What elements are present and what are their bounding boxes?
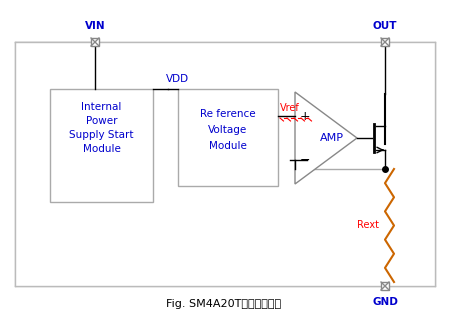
Text: Fig. SM4A20T内部功能框图: Fig. SM4A20T内部功能框图 <box>167 299 282 309</box>
Bar <box>381 38 389 46</box>
Text: Rext: Rext <box>357 220 379 230</box>
Text: +: + <box>299 110 310 122</box>
Text: OUT: OUT <box>373 21 397 31</box>
Text: VIN: VIN <box>85 21 106 31</box>
Text: Internal: Internal <box>81 102 122 112</box>
Text: AMP: AMP <box>320 133 344 143</box>
Text: Re ference: Re ference <box>200 109 256 119</box>
Bar <box>15 42 435 286</box>
Bar <box>50 89 153 202</box>
Text: Supply Start: Supply Start <box>69 130 134 140</box>
Bar <box>381 282 389 290</box>
Bar <box>91 38 99 46</box>
Text: Module: Module <box>83 144 120 154</box>
Polygon shape <box>295 92 357 184</box>
Text: Vref: Vref <box>280 103 300 113</box>
Text: −: − <box>300 154 310 166</box>
Text: Voltage: Voltage <box>208 125 248 135</box>
Text: Module: Module <box>209 141 247 151</box>
Text: VDD: VDD <box>166 74 189 84</box>
Text: GND: GND <box>372 297 398 307</box>
Text: Power: Power <box>86 116 117 126</box>
Bar <box>178 89 278 186</box>
